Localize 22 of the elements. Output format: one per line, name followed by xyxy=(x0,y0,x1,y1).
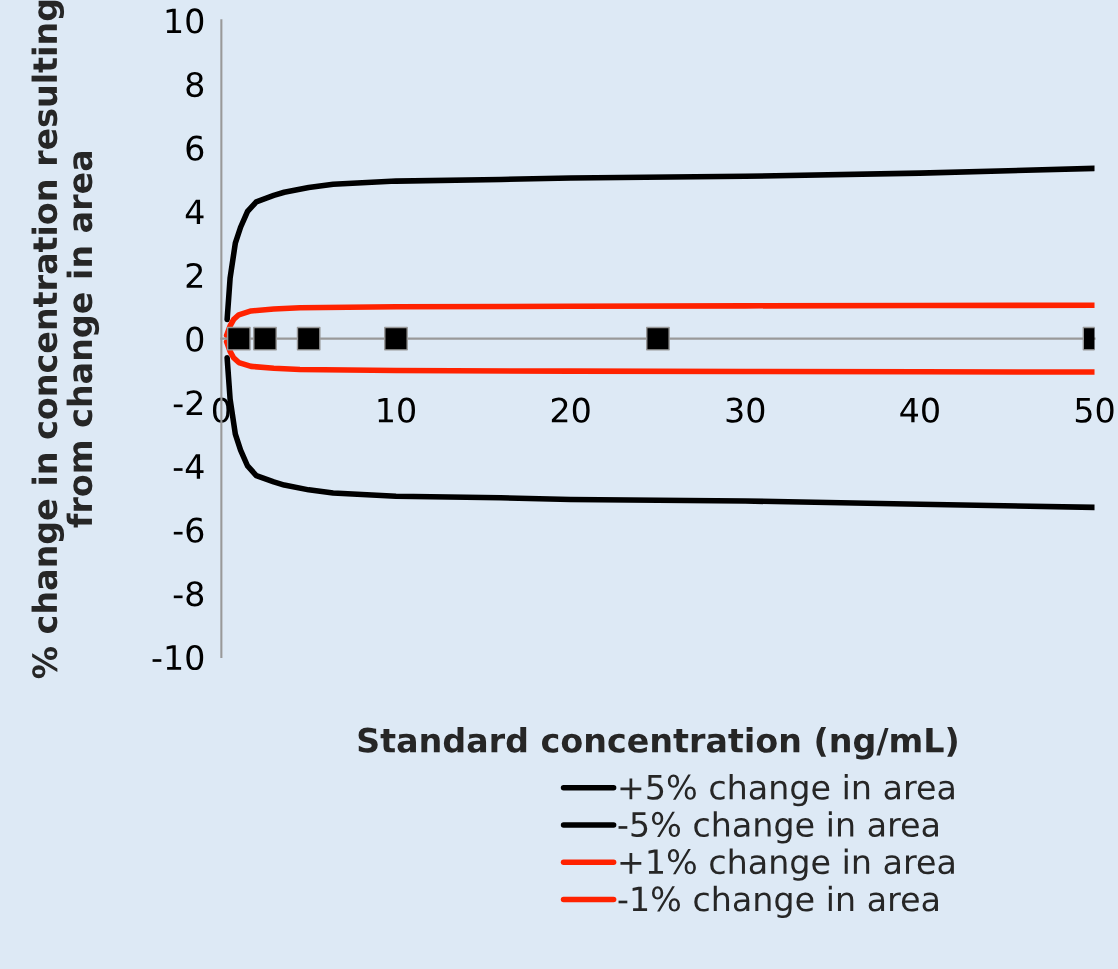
legend-label: +1% change in area xyxy=(620,848,954,881)
y-tick-label: -4 xyxy=(173,454,204,479)
x-tick-label: 30 xyxy=(726,397,765,423)
y-tick-label: 10 xyxy=(166,8,204,34)
x-tick-label: 20 xyxy=(551,397,590,423)
y-tick-label: -2 xyxy=(173,390,203,415)
y-tick-label: 6 xyxy=(186,135,204,161)
y-tick-label: 4 xyxy=(185,199,204,224)
x-tick-label: 40 xyxy=(900,397,939,423)
y-tick-label: 8 xyxy=(186,71,204,98)
legend-label: -5% change in area xyxy=(618,811,938,844)
y-tick-label: 0 xyxy=(186,326,204,352)
y-tick-label: -8 xyxy=(173,581,204,607)
y-axis-title: % change in concentration resulting from change in area xyxy=(31,0,100,679)
x-axis-title: Standard concentration (ng/mL) xyxy=(358,727,957,760)
legend-label: +5% change in area xyxy=(620,774,954,807)
x-tick-label: 50 xyxy=(1075,397,1114,423)
x-tick-label: 10 xyxy=(378,397,415,423)
y-tick-label: -6 xyxy=(173,517,204,543)
y-tick-label: -10 xyxy=(152,644,204,671)
y-tick-label: 2 xyxy=(186,262,203,288)
legend-label: -1% change in area xyxy=(618,885,938,919)
